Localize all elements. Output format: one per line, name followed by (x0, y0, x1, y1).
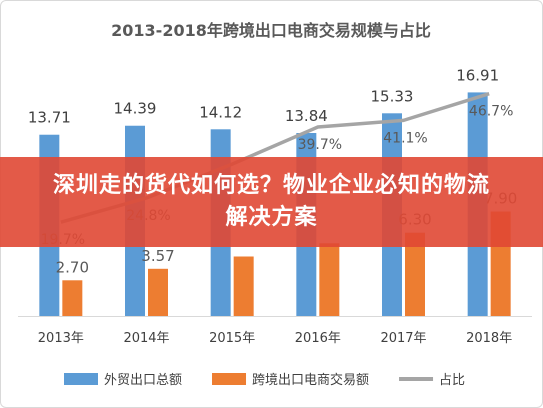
share-value-label-4: 39.7% (298, 137, 342, 153)
export-value-label-3: 14.12 (199, 103, 242, 121)
ecommerce-bar-4 (319, 243, 340, 316)
ecommerce-value-label-1: 2.70 (56, 258, 89, 276)
title-banner: 深圳走的货代如何选？物业企业必知的物流解决方案 (0, 157, 543, 247)
export-value-label-6: 16.91 (456, 66, 499, 84)
export-value-label-1: 13.71 (28, 109, 71, 127)
x-tick-label-2: 2014年 (123, 331, 169, 346)
export-value-label-4: 13.84 (285, 107, 328, 125)
legend-label-1: 外贸出口总额 (104, 373, 182, 388)
x-tick-label-6: 2018年 (466, 331, 512, 346)
ecommerce-bar-2 (148, 268, 168, 316)
legend-label-3: 占比 (439, 373, 465, 388)
legend-swatch-2 (212, 373, 247, 385)
export-value-label-5: 15.33 (371, 87, 414, 105)
legend-swatch-1 (64, 373, 98, 385)
x-tick-label-5: 2017年 (380, 331, 426, 346)
export-value-label-2: 14.39 (114, 100, 157, 118)
x-tick-label-4: 2016年 (295, 331, 341, 346)
chart-title: 2013-2018年跨境出口电商交易规模与占比 (111, 21, 431, 40)
ecommerce-value-label-2: 3.57 (141, 247, 174, 265)
share-value-label-6: 46.7% (469, 104, 513, 120)
legend-label-2: 跨境出口电商交易额 (252, 372, 369, 388)
ecommerce-bar-5 (405, 232, 425, 316)
x-tick-label-3: 2015年 (209, 331, 255, 346)
x-tick-label-1: 2013年 (38, 331, 84, 346)
ecommerce-bar-3 (233, 256, 254, 316)
banner-title: 深圳走的货代如何选？物业企业必知的物流解决方案 (52, 173, 490, 230)
share-value-label-5: 41.1% (383, 130, 427, 146)
ecommerce-bar-1 (62, 280, 83, 316)
